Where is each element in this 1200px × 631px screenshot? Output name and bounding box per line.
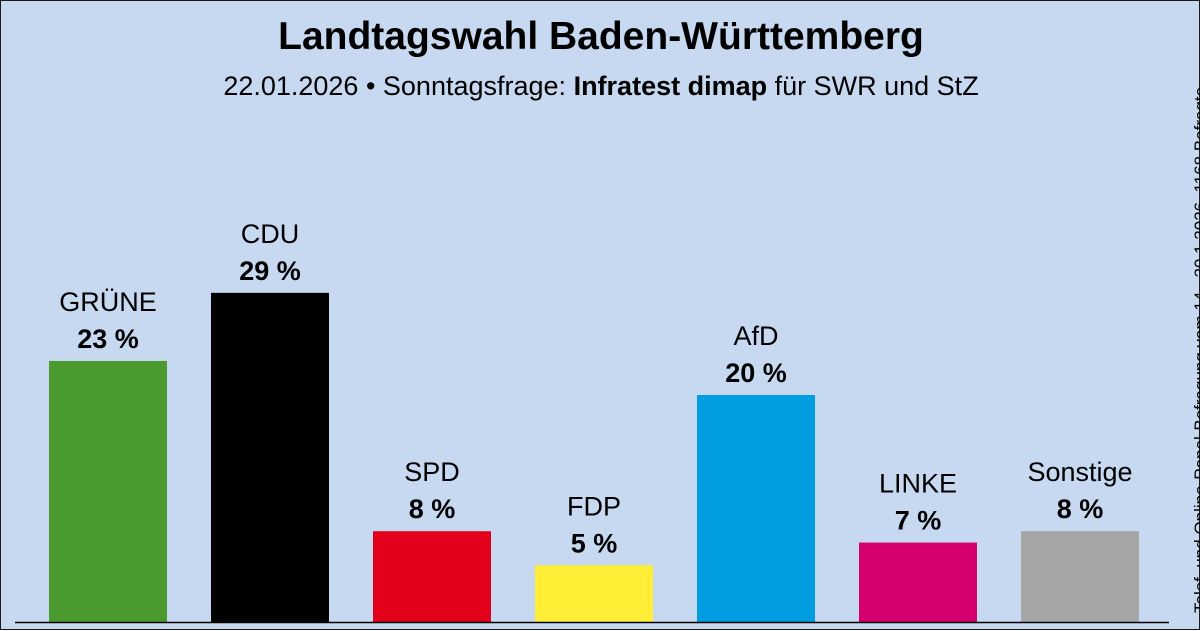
value-label-fdp: 5 %	[571, 528, 618, 558]
bar-cdu	[211, 292, 329, 622]
value-label-spd: 8 %	[409, 494, 456, 524]
value-label-sonstige: 8 %	[1057, 494, 1104, 524]
category-label-cdu: CDU	[241, 219, 300, 249]
category-label-linke: LINKE	[879, 469, 957, 499]
category-label-spd: SPD	[404, 457, 460, 487]
category-label-fdp: FDP	[567, 491, 621, 521]
subtitle-client: für SWR und StZ	[774, 71, 979, 101]
bar-linke	[859, 542, 977, 622]
chart-title: Landtagswahl Baden-Württemberg	[278, 15, 924, 58]
category-label-afd: AfD	[733, 321, 778, 351]
bar-spd	[373, 531, 491, 622]
subtitle-institute: Infratest dimap	[573, 71, 768, 101]
value-label-afd: 20 %	[725, 358, 787, 388]
category-label-sonstige: Sonstige	[1027, 457, 1132, 487]
bar-sonstige	[1021, 531, 1139, 622]
bar-afd	[697, 395, 815, 622]
category-label-gr-ne: GRÜNE	[59, 287, 157, 317]
subtitle-date: 22.01.2026 • Sonntagsfrage:	[223, 71, 567, 101]
bar-fdp	[535, 565, 653, 622]
bar-gr-ne	[49, 360, 167, 622]
value-label-cdu: 29 %	[239, 256, 301, 286]
value-label-linke: 7 %	[895, 506, 942, 536]
chart-subtitle: 22.01.2026 • Sonntagsfrage: Infratest di…	[1, 71, 1200, 102]
value-label-gr-ne: 23 %	[77, 324, 139, 354]
